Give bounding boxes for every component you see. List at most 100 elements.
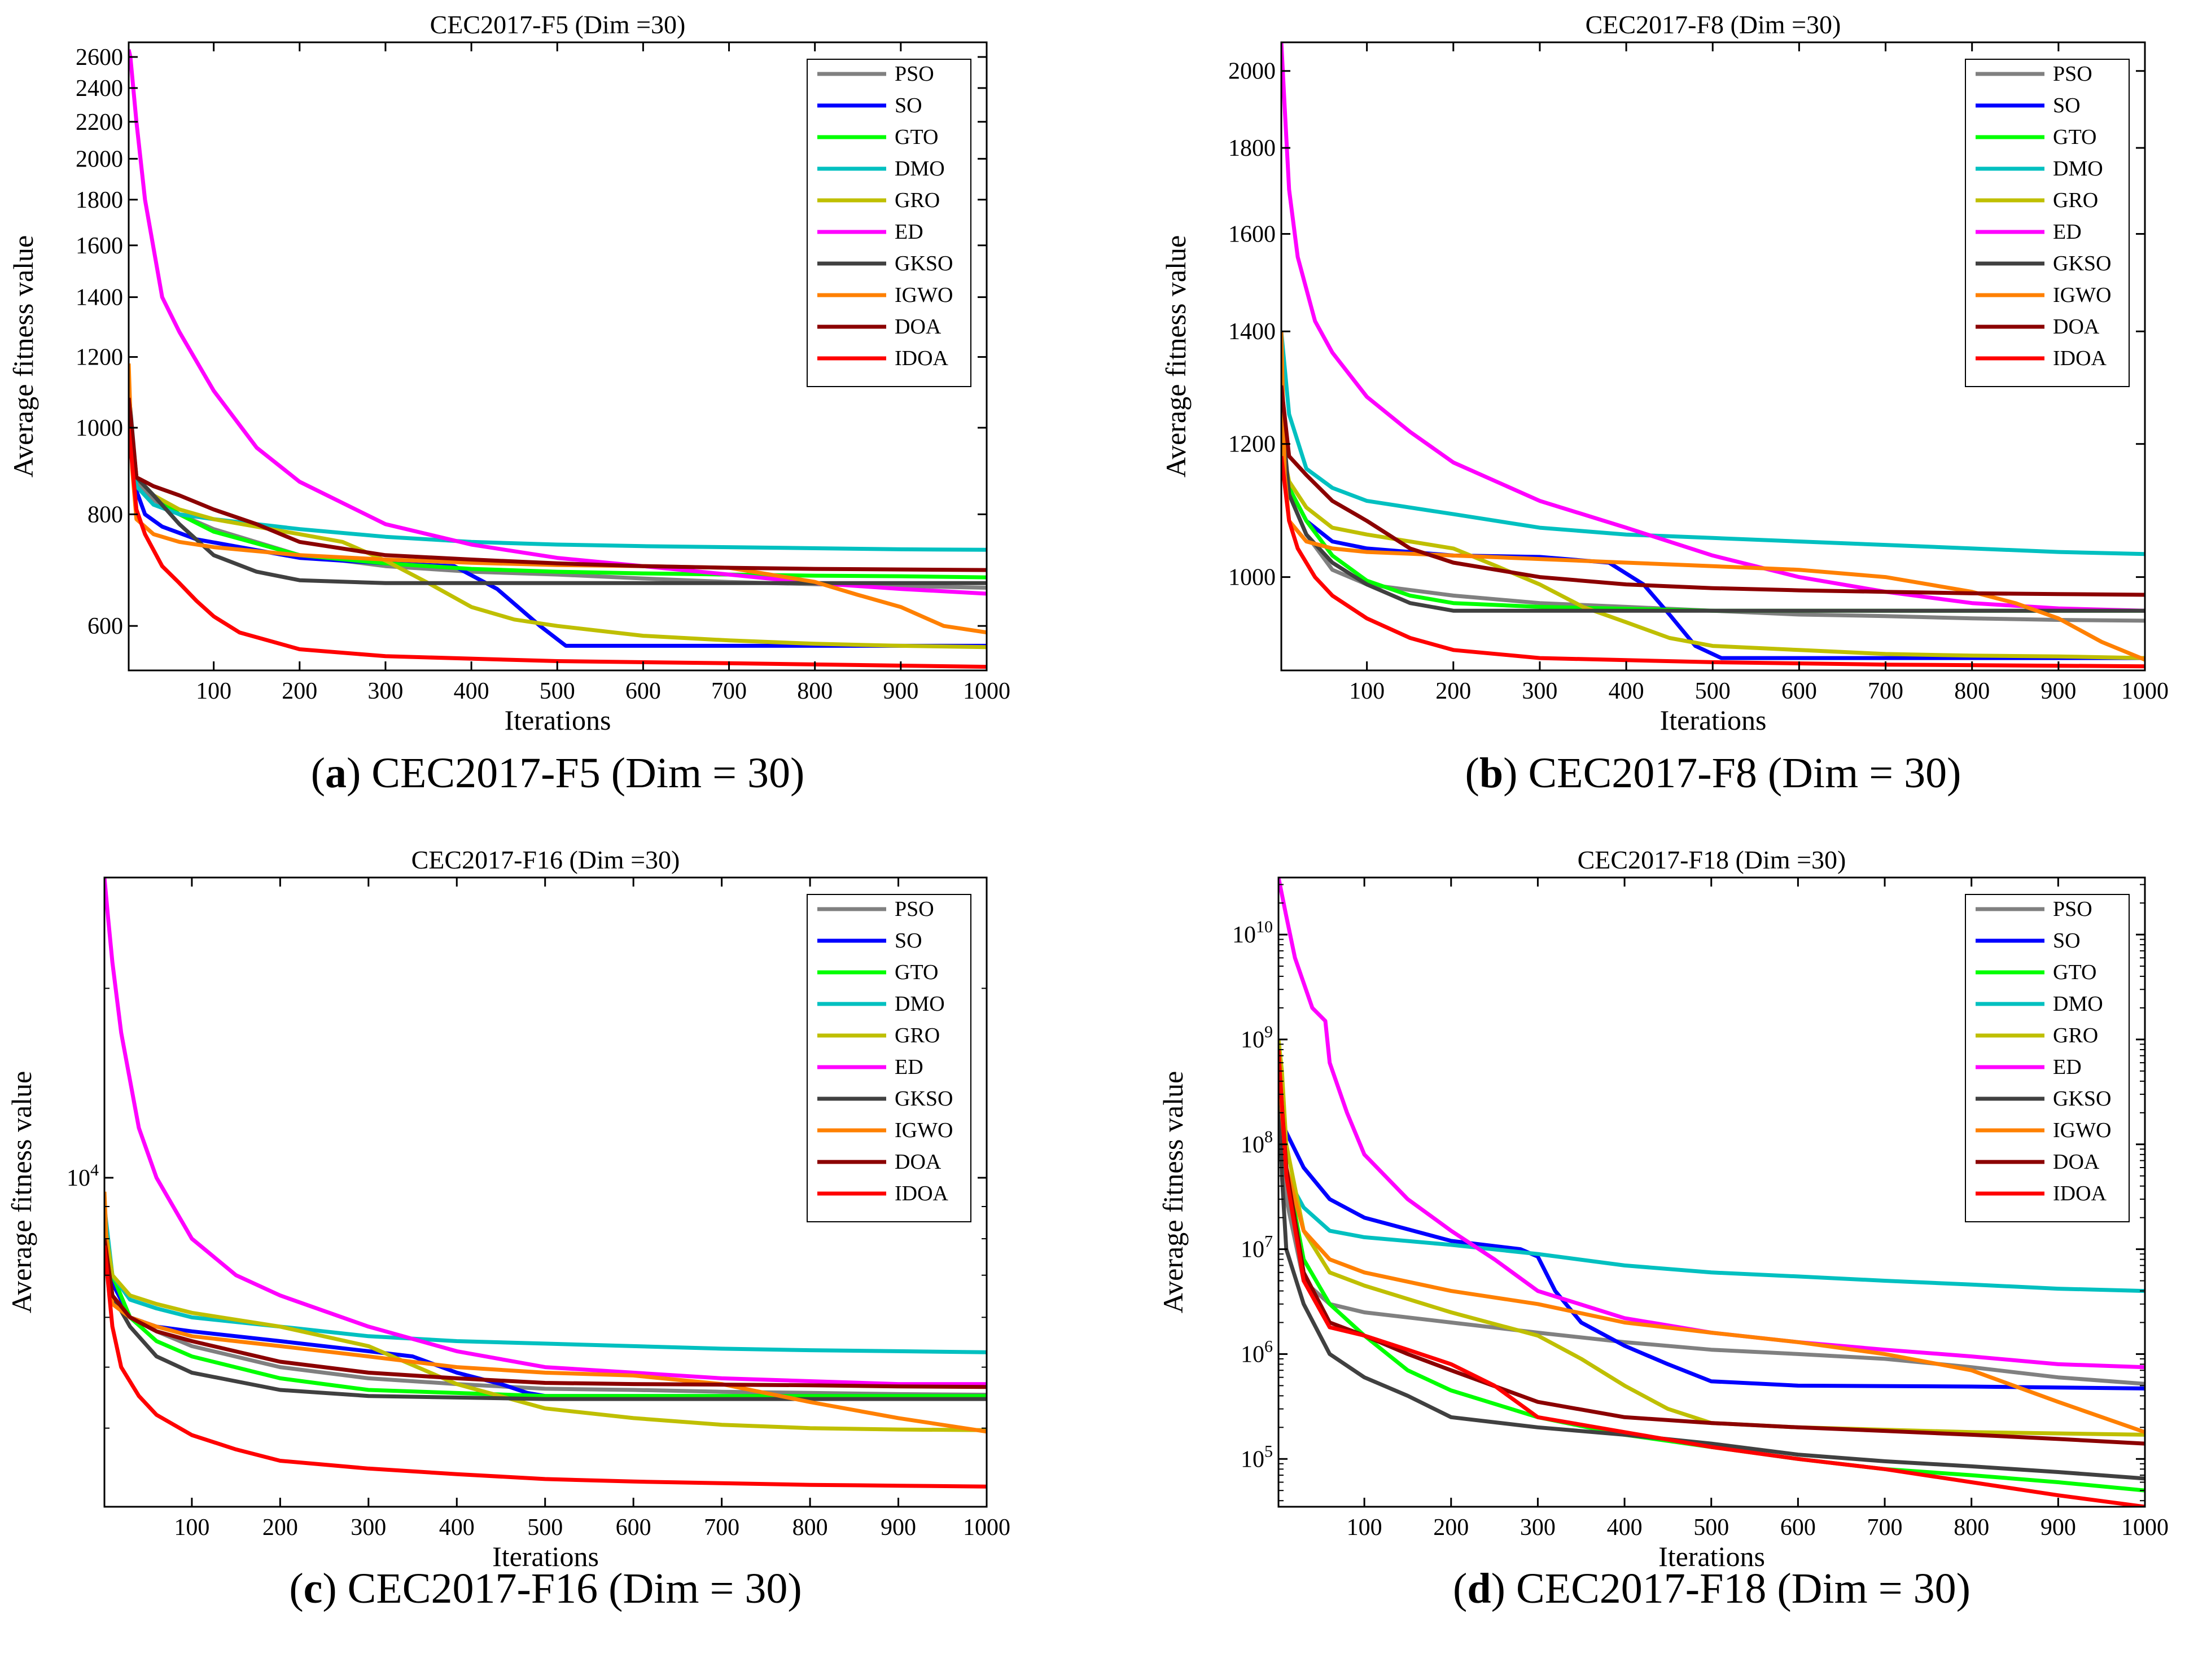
- y-tick-label: 1200: [1228, 432, 1276, 458]
- x-tick-label: 700: [1867, 1515, 1903, 1541]
- x-tick-label: 100: [196, 678, 231, 704]
- plot-title: CEC2017-F16 (Dim =30): [411, 845, 680, 874]
- legend-label-so: SO: [2053, 929, 2081, 953]
- legend-label-gkso: GKSO: [2053, 1087, 2111, 1111]
- series-line-doa: [1281, 385, 2145, 597]
- y-tick-label: 107: [1241, 1232, 1273, 1263]
- x-tick-label: 300: [351, 1515, 386, 1541]
- series-line-ed: [129, 49, 987, 596]
- x-tick-label: 600: [625, 678, 661, 704]
- series-line-gkso: [129, 391, 987, 585]
- x-axis-label: Iterations: [505, 704, 611, 736]
- legend-label-gro: GRO: [895, 1024, 940, 1047]
- series-line-idoa: [1281, 455, 2145, 669]
- legend-label-gkso: GKSO: [895, 1087, 953, 1111]
- legend-label-doa: DOA: [895, 315, 942, 339]
- x-tick-label: 500: [527, 1515, 563, 1541]
- legend-label-so: SO: [895, 929, 922, 953]
- x-tick-label: 700: [704, 1515, 739, 1541]
- series-line-igwo: [1281, 331, 2145, 662]
- legend-label-pso: PSO: [895, 62, 934, 86]
- x-tick-label: 600: [1780, 1515, 1816, 1541]
- y-tick-label: 2400: [76, 76, 123, 102]
- series-line-so: [129, 409, 987, 648]
- legend-label-idoa: IDOA: [2053, 346, 2107, 370]
- x-tick-label: 100: [1349, 678, 1385, 704]
- y-tick-label: 1600: [76, 233, 123, 259]
- y-tick-label: 106: [1241, 1337, 1273, 1367]
- caption: (d) CEC2017-F18 (Dim = 30): [1453, 1565, 1971, 1612]
- series-line-ed: [104, 878, 987, 1387]
- legend-label-dmo: DMO: [2053, 992, 2103, 1016]
- x-tick-label: 200: [1433, 1515, 1469, 1541]
- legend-label-gto: GTO: [895, 125, 938, 149]
- x-tick-label: 600: [1781, 678, 1817, 704]
- y-tick-label: 1800: [76, 187, 123, 213]
- legend-label-ed: ED: [2053, 1055, 2082, 1079]
- legend-label-gto: GTO: [2053, 960, 2096, 984]
- legend-label-igwo: IGWO: [895, 283, 953, 307]
- x-tick-label: 300: [1520, 1515, 1556, 1541]
- y-tick-label: 105: [1241, 1442, 1273, 1472]
- x-tick-label: 500: [1695, 678, 1731, 704]
- legend-label-gro: GRO: [2053, 188, 2098, 212]
- plot-title: CEC2017-F5 (Dim =30): [430, 10, 686, 39]
- series-line-so: [104, 1222, 987, 1398]
- series-line-dmo: [1281, 331, 2145, 556]
- x-tick-label: 400: [1609, 678, 1644, 704]
- series-line-doa: [104, 1238, 987, 1389]
- legend-label-ed: ED: [895, 220, 923, 244]
- x-tick-label: 900: [2040, 678, 2076, 704]
- legend-label-pso: PSO: [2053, 897, 2092, 921]
- x-tick-label: 400: [1607, 1515, 1643, 1541]
- legend-label-gto: GTO: [895, 960, 938, 984]
- x-tick-label: 200: [282, 678, 317, 704]
- x-tick-label: 800: [1954, 678, 1990, 704]
- legend-label-gto: GTO: [2053, 125, 2096, 149]
- legend-label-doa: DOA: [2053, 1150, 2100, 1174]
- chart-panel-3: 100 200 300 400 500 600 700 800 900 1000 104 CEC201…: [6, 845, 1010, 1612]
- series-line-so: [1278, 1112, 2145, 1391]
- caption: (c) CEC2017-F16 (Dim = 30): [289, 1565, 802, 1612]
- legend-label-gkso: GKSO: [895, 252, 953, 275]
- legend-box: [1965, 59, 2130, 387]
- x-tick-label: 300: [367, 678, 403, 704]
- y-tick-label: 104: [67, 1161, 99, 1191]
- series-lines: [1281, 42, 2145, 669]
- series-line-igwo: [129, 363, 987, 635]
- legend-label-doa: DOA: [2053, 315, 2100, 339]
- legend-label-idoa: IDOA: [895, 346, 949, 370]
- y-tick-label: 2000: [76, 146, 123, 172]
- series-lines: [104, 878, 987, 1489]
- x-tick-label: 600: [616, 1515, 651, 1541]
- y-axis-label: Average fitness value: [6, 1071, 37, 1313]
- legend-label-ed: ED: [895, 1055, 923, 1079]
- x-tick-label: 700: [711, 678, 747, 704]
- series-line-dmo: [104, 1206, 987, 1354]
- legend-label-pso: PSO: [895, 897, 934, 921]
- x-tick-label: 500: [540, 678, 575, 704]
- x-tick-label: 900: [883, 678, 918, 704]
- x-tick-label: 200: [1435, 678, 1471, 704]
- x-tick-label: 1000: [2121, 678, 2169, 704]
- legend-label-dmo: DMO: [895, 992, 945, 1016]
- y-axis-label: Average fitness value: [1160, 235, 1192, 477]
- caption: (a) CEC2017-F5 (Dim = 30): [311, 749, 805, 797]
- legend-label-idoa: IDOA: [895, 1182, 949, 1205]
- series-line-gkso: [1278, 1071, 2145, 1481]
- series-line-doa: [1278, 1055, 2145, 1446]
- x-tick-label: 900: [881, 1515, 916, 1541]
- series-line-ed: [1281, 42, 2145, 613]
- plot-title: CEC2017-F8 (Dim =30): [1586, 10, 1841, 39]
- series-line-dmo: [1278, 1143, 2145, 1293]
- legend-label-dmo: DMO: [2053, 157, 2103, 181]
- x-tick-label: 800: [797, 678, 833, 704]
- legend: PSO SO GTO DMO GRO ED GKSO IGWO DOA IDOA: [807, 894, 971, 1222]
- legend-label-igwo: IGWO: [2053, 1118, 2111, 1142]
- y-tick-label: 1000: [1228, 565, 1276, 591]
- y-tick-label: 2600: [76, 45, 123, 71]
- legend-box: [807, 59, 971, 387]
- x-axis-label: Iterations: [1660, 704, 1767, 736]
- y-tick-label: 1400: [76, 285, 123, 311]
